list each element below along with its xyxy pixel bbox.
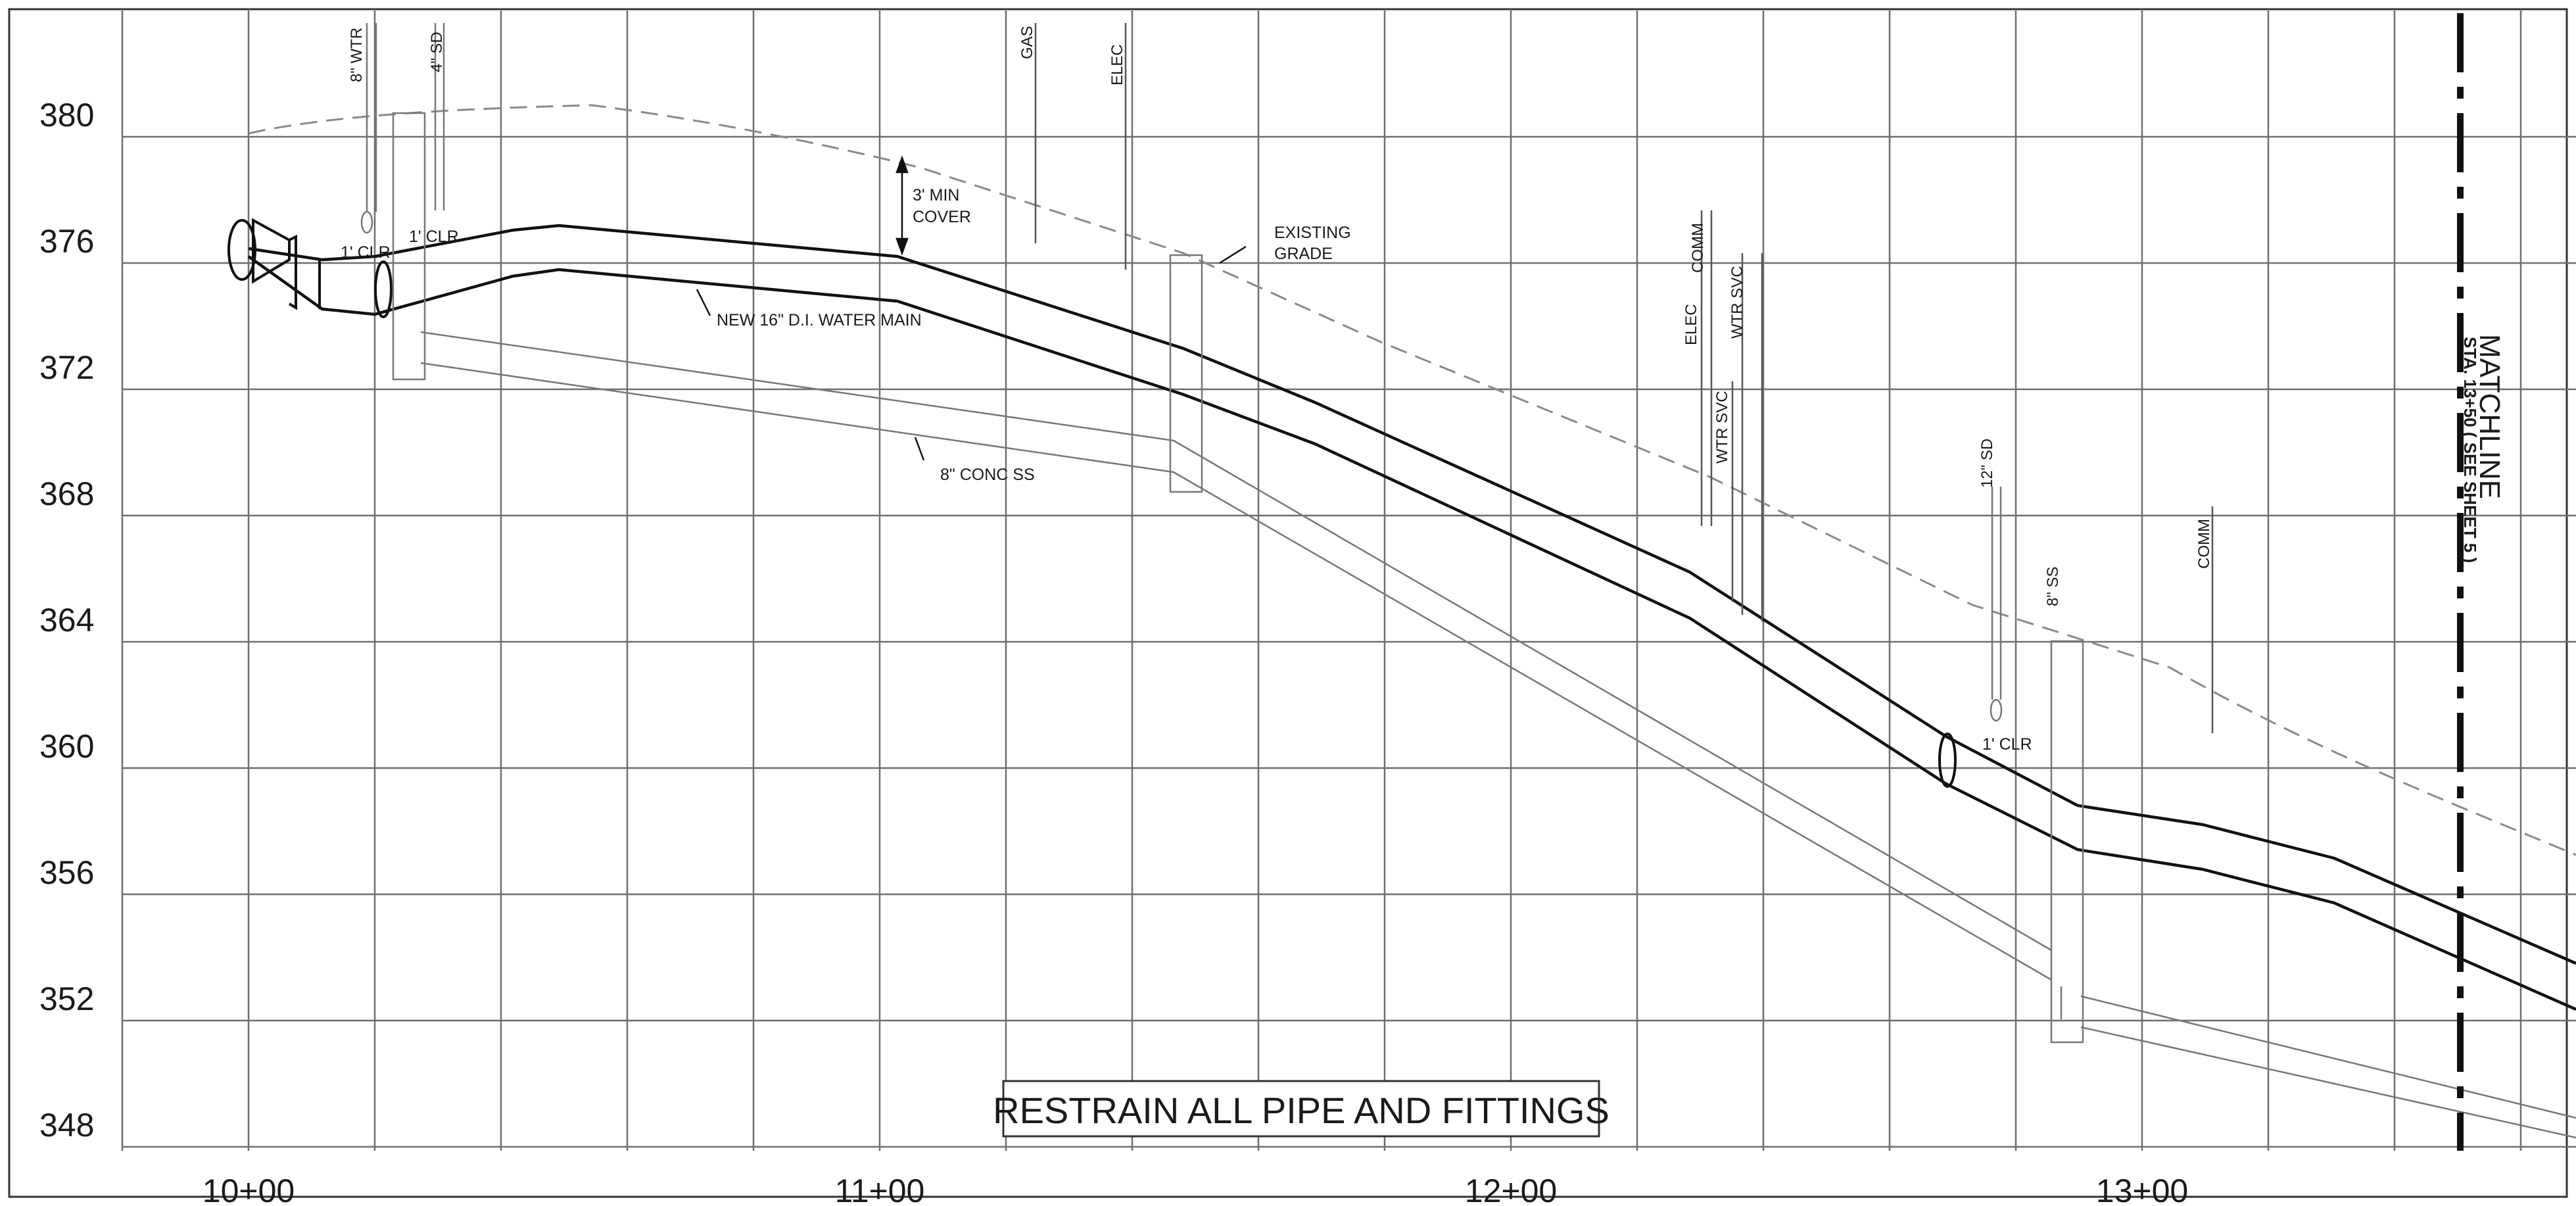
existing-sewer-pipe: [360, 23, 2576, 1139]
utility-crossing-lines: [1034, 23, 2214, 733]
elevation-label: 380: [39, 97, 94, 133]
clearance-label: 1' CLR: [1982, 735, 2032, 754]
utility-label-wtr-svc: WTR SVC: [1713, 391, 1731, 464]
existing-grade-label-line1: EXISTING: [1274, 224, 1351, 242]
water-main-top-line: [248, 224, 2576, 965]
elevation-label: 372: [39, 349, 94, 386]
elevation-label: 356: [39, 854, 94, 891]
note-box-text: RESTRAIN ALL PIPE AND FITTINGS: [993, 1090, 1610, 1131]
elevation-label: 352: [39, 980, 94, 1017]
utility-label-comm: COMM: [1689, 223, 1707, 273]
min-cover-label-line1: 3' MIN: [913, 186, 959, 205]
elevation-labels: 380 376 372 368 364 360 356 352 348: [39, 97, 94, 1144]
elevation-label: 364: [39, 602, 94, 639]
utility-label-gas: GAS: [1018, 26, 1036, 59]
utility-label-12in-sd: 12" SD: [1978, 439, 1996, 488]
sewer-label: 8" CONC SS: [940, 466, 1035, 484]
elevation-label: 376: [39, 223, 94, 260]
min-cover-label-line2: COVER: [913, 208, 971, 226]
elevation-label: 368: [39, 475, 94, 512]
utility-label-elec: ELEC: [1682, 304, 1700, 345]
note-box: [1002, 1080, 1600, 1138]
utility-labels: 8" WTR 4" SD GAS ELEC ELEC COMM WTR SVC …: [348, 26, 2213, 606]
utility-label-comm: COMM: [2195, 519, 2213, 569]
utility-label-8in-ss: 8" SS: [2044, 566, 2062, 606]
water-main-bottom-line: [247, 255, 2576, 1011]
station-label: 13+00: [2096, 1172, 2188, 1206]
utility-label-elec: ELEC: [1109, 44, 1126, 85]
station-label: 10+00: [203, 1172, 295, 1206]
utility-label-8in-wtr: 8" WTR: [348, 28, 366, 82]
dimension-arrows: [696, 155, 1247, 461]
existing-grade-line: [248, 104, 2576, 856]
matchline-label: MATCHLINE: [2473, 334, 2506, 499]
pipe-fitting-left: [227, 218, 1957, 788]
clearance-label: 1' CLR: [341, 243, 391, 262]
sheet-border: [8, 8, 2568, 1198]
utility-label-wtr-svc: WTR SVC: [1729, 266, 1746, 339]
station-labels: 10+00 11+00 12+00 13+00: [203, 1172, 2188, 1206]
profile-grid: [121, 9, 2576, 1151]
existing-grade-label-line2: GRADE: [1274, 245, 1333, 263]
utility-label-4in-sd: 4" SD: [428, 32, 446, 72]
matchline-station: STA. 13+50 ( SEE SHEET 5 ): [2460, 337, 2480, 563]
water-main-label: NEW 16" D.I. WATER MAIN: [717, 311, 922, 329]
station-label: 12+00: [1465, 1172, 1557, 1206]
elevation-label: 360: [39, 728, 94, 765]
elevation-label: 348: [39, 1107, 94, 1144]
station-label: 11+00: [835, 1172, 925, 1206]
clearance-label: 1' CLR: [409, 228, 459, 246]
